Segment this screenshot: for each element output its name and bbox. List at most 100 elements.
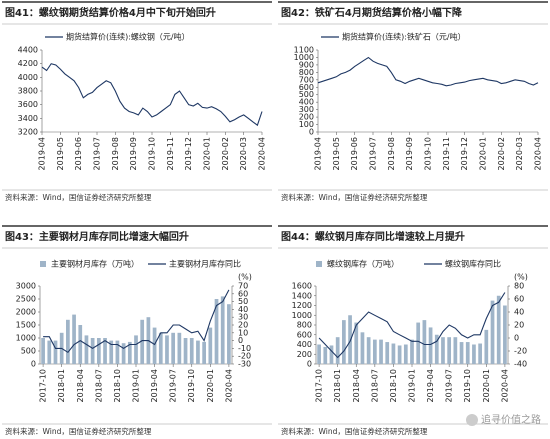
x-tick-label: 2020-04	[500, 369, 509, 402]
bar	[441, 337, 445, 364]
legend-label: 螺纹钢库存同比	[445, 259, 501, 269]
legend-swatch	[316, 261, 322, 267]
figure-label: 图43：	[5, 231, 39, 243]
x-tick-label: 2019-01	[132, 369, 141, 402]
y2-tick-label: 80	[514, 282, 524, 291]
y2-tick-label: -10	[238, 344, 251, 353]
y2-tick-label: 50	[238, 297, 248, 306]
y-tick-label: 2500	[16, 295, 36, 304]
watermark: 追寻价值之路	[481, 413, 541, 426]
y2-unit: (%)	[238, 273, 252, 282]
bar	[90, 338, 95, 364]
y-tick-label: 4200	[18, 59, 38, 68]
x-tick-label: 2020-03	[239, 137, 248, 170]
bar	[472, 344, 476, 364]
source: 资料来源：Wind，国信证券经济研究所整理	[281, 192, 428, 202]
x-tick-label: 2018-10	[389, 369, 398, 402]
figure-label: 图42：	[281, 7, 315, 19]
x-tick-label: 2018-01	[333, 369, 342, 402]
bar	[134, 335, 138, 364]
source: 资料来源：Wind，国信证券经济研究所整理	[281, 426, 428, 436]
y-tick-label: 800	[297, 321, 312, 330]
x-tick-label: 2019-06	[74, 137, 83, 170]
y-tick-label: 1500	[16, 321, 36, 330]
y-tick-label: 0	[309, 128, 314, 137]
y-tick-label: 4000	[18, 73, 38, 82]
x-tick-label: 2018-10	[113, 369, 122, 402]
y-tick-label: 1000	[294, 53, 314, 62]
y2-tick-label: 0	[238, 336, 243, 345]
x-tick-label: 2019-06	[350, 137, 359, 170]
bar	[220, 296, 225, 364]
y-tick-label: 800	[299, 68, 314, 77]
chart-panel: 图44：螺纹钢月库存同比增速较上月提升资料来源：Wind，国信证券经济研究所整理…	[278, 225, 548, 436]
bar	[465, 342, 470, 364]
x-tick-label: 2019-05	[332, 137, 341, 170]
bar	[490, 300, 495, 364]
bar	[366, 337, 371, 364]
bar	[165, 335, 169, 364]
line	[317, 56, 539, 87]
x-tick-label: 2019-04	[426, 369, 435, 402]
y-tick-label: 300	[299, 105, 314, 114]
legend-label: 主要钢材月库存同比	[169, 259, 241, 269]
bar	[84, 335, 89, 364]
x-tick-label: 2019-11	[442, 137, 451, 170]
y-tick-label: 1600	[292, 282, 312, 291]
line	[43, 289, 230, 354]
x-tick-label: 2020-04	[534, 137, 543, 170]
bar	[478, 343, 482, 364]
x-tick-label: 2019-10	[148, 137, 157, 170]
y-tick-label: 1000	[292, 311, 312, 320]
x-tick-label: 2019-01	[408, 369, 417, 402]
x-tick-label: 2020-03	[515, 137, 524, 170]
y-tick-label: 900	[299, 60, 314, 69]
bar	[66, 319, 70, 364]
x-tick-label: 2019-04	[38, 137, 47, 170]
x-tick-label: 2019-10	[463, 369, 472, 402]
y-tick-label: 100	[299, 120, 314, 129]
bar	[202, 341, 206, 364]
y-tick-label: 1100	[294, 46, 314, 55]
bar	[372, 339, 377, 364]
bar	[484, 329, 489, 364]
chart-panel: 图43：主要钢材月库存同比增速大幅回升资料来源：Wind，国信证券经济研究所整理…	[2, 225, 272, 436]
bar	[177, 332, 182, 364]
bar	[379, 339, 383, 364]
y-tick-label: 1200	[292, 301, 312, 310]
x-tick-label: 2019-08	[387, 137, 396, 170]
bar	[434, 334, 439, 364]
bar	[208, 327, 213, 364]
y2-tick-label: -40	[514, 360, 527, 369]
bar	[152, 327, 157, 364]
x-tick-label: 2019-07	[445, 369, 454, 402]
y2-tick-label: -20	[238, 352, 251, 361]
x-tick-label: 2018-01	[57, 369, 66, 402]
bar	[410, 339, 414, 364]
y-tick-label: 600	[299, 83, 314, 92]
bar	[422, 320, 427, 364]
y-tick-label: 400	[297, 340, 312, 349]
y2-tick-label: 30	[238, 313, 248, 322]
x-tick-label: 2019-08	[111, 137, 120, 170]
x-tick-label: 2020-04	[258, 137, 267, 170]
x-tick-label: 2019-10	[187, 369, 196, 402]
y2-tick-label: 20	[514, 321, 524, 330]
bar	[171, 332, 176, 364]
bar	[317, 344, 321, 364]
x-tick-label: 2019-07	[93, 137, 102, 170]
bar	[47, 340, 52, 364]
bar	[403, 344, 408, 364]
bar	[447, 337, 452, 364]
y-tick-label: 2000	[16, 308, 36, 317]
x-tick-label: 2019-07	[169, 369, 178, 402]
legend-label: 主要钢材月库存（万吨）	[51, 259, 139, 269]
bar	[140, 319, 145, 364]
chart-panel: 图41：螺纹钢期货结算价格4月中下旬开始回升资料来源：Wind，国信证券经济研究…	[2, 1, 272, 202]
bar	[53, 340, 58, 364]
x-tick-label: 2018-07	[370, 369, 379, 402]
bar	[416, 322, 421, 364]
y-tick-label: 200	[297, 350, 312, 359]
y-tick-label: 3800	[18, 87, 38, 96]
y-tick-label: 0	[31, 360, 36, 369]
